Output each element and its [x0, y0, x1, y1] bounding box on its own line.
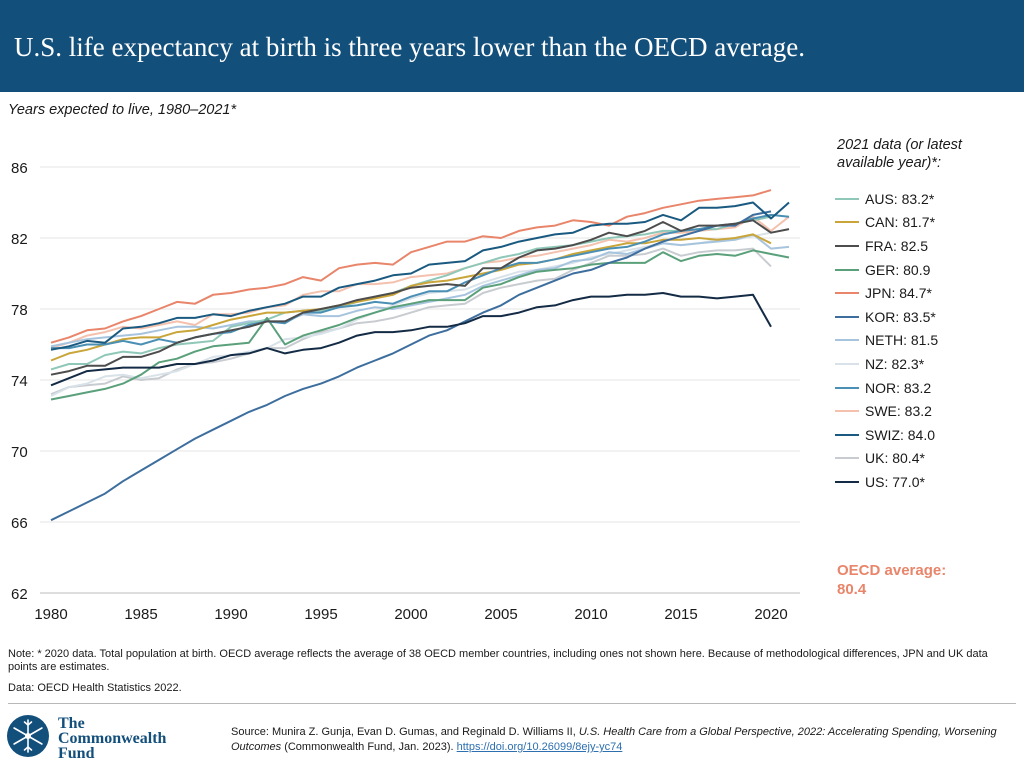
legend-item-swiz: SWIZ: 84.0	[835, 423, 938, 447]
series-lines	[50, 189, 790, 522]
legend-item-aus: AUS: 83.2*	[835, 187, 938, 211]
legend-title-line2: available year)*:	[837, 155, 941, 171]
x-tick-label-1980: 1980	[34, 606, 67, 623]
legend-label-swe: SWE: 83.2	[865, 403, 932, 420]
legend-label-nor: NOR: 83.2	[865, 379, 932, 396]
legend-label-swiz: SWIZ: 84.0	[865, 426, 936, 443]
x-tick-label-1995: 1995	[304, 606, 337, 623]
legend-swatch-can	[835, 221, 859, 224]
series-line-us	[50, 292, 772, 387]
series-line-swe	[50, 215, 790, 350]
legend-item-fra: FRA: 82.5	[835, 234, 938, 258]
x-tick-label-2010: 2010	[574, 606, 607, 623]
series-line-kor	[50, 210, 772, 522]
header-bar: U.S. life expectancy at birth is three y…	[0, 0, 1024, 92]
legend-title-line1: 2021 data (or latest	[837, 137, 962, 153]
series-line-swiz	[50, 201, 790, 351]
x-tick-label-2000: 2000	[394, 606, 427, 623]
legend-swatch-nor	[835, 386, 859, 389]
source-prefix: Source: Munira Z. Gunja, Evan D. Gumas, …	[231, 726, 579, 738]
series-line-neth	[50, 233, 790, 348]
commonwealth-fund-logo-text: The Commonwealth Fund	[58, 715, 167, 762]
legend-label-fra: FRA: 82.5	[865, 237, 929, 254]
series-line-uk	[50, 247, 772, 396]
series-line-nor	[51, 213, 790, 350]
legend-swatch-fra	[835, 244, 859, 247]
legend-item-nor: NOR: 83.2	[835, 376, 938, 400]
y-tick-label-62: 62	[11, 586, 28, 603]
footnote: Note: * 2020 data. Total population at b…	[8, 648, 988, 673]
y-tick-label-70: 70	[11, 444, 28, 461]
legend-label-neth: NETH: 81.5	[865, 332, 939, 349]
legend-item-can: CAN: 81.7*	[835, 211, 938, 235]
legend-swatch-swiz	[835, 433, 859, 436]
legend-label-uk: UK: 80.4*	[865, 450, 925, 467]
y-tick-label-78: 78	[11, 302, 28, 319]
legend-label-nz: NZ: 82.3*	[865, 355, 925, 372]
legend-swatch-uk	[835, 457, 859, 460]
series-line-can	[50, 233, 772, 362]
y-tick-label-66: 66	[11, 515, 28, 532]
x-tick-label-2005: 2005	[484, 606, 517, 623]
y-tick-label-82: 82	[11, 231, 28, 248]
logo-text-line3: Fund	[58, 745, 95, 762]
legend-item-neth: NETH: 81.5	[835, 329, 938, 353]
line-chart: 62 66 70 74 78 82 86 1980 1985 1990 1995 2000 2005 20…	[11, 160, 800, 623]
x-tick-label-1990: 1990	[214, 606, 247, 623]
page-title: U.S. life expectancy at birth is three y…	[14, 32, 805, 62]
legend-swatch-swe	[835, 410, 859, 413]
legend-label-jpn: JPN: 84.7*	[865, 285, 932, 302]
series-line-fra	[50, 219, 790, 376]
chart-subtitle: Years expected to live, 1980–2021*	[8, 102, 237, 118]
legend-swatch-jpn	[835, 292, 859, 295]
x-tick-label-2015: 2015	[664, 606, 697, 623]
legend-swatch-ger	[835, 268, 859, 271]
legend-label-kor: KOR: 83.5*	[865, 308, 936, 325]
legend-item-nz: NZ: 82.3*	[835, 352, 938, 376]
commonwealth-fund-logo-icon	[7, 715, 49, 757]
source-title: U.S. Health Care from a Global Perspecti…	[231, 726, 997, 753]
y-tick-label-86: 86	[11, 160, 28, 177]
footer-divider	[8, 703, 1016, 704]
source-doi-link[interactable]: https://doi.org/10.26099/8ejy-yc74	[456, 741, 623, 753]
data-source: Data: OECD Health Statistics 2022.	[8, 682, 182, 694]
legend-item-ger: GER: 80.9	[835, 258, 938, 282]
series-line-nz	[50, 231, 772, 397]
x-tick-label-1985: 1985	[124, 606, 157, 623]
legend-swatch-us	[835, 480, 859, 483]
x-tick-label-2020: 2020	[754, 606, 787, 623]
legend-swatch-nz	[835, 362, 859, 365]
oecd-average-value: 80.4	[837, 581, 867, 598]
series-line-ger	[50, 249, 790, 401]
oecd-average-label: OECD average:	[837, 562, 947, 579]
legend-item-us: US: 77.0*	[835, 470, 938, 494]
legend-swatch-aus	[835, 197, 859, 200]
legend-item-jpn: JPN: 84.7*	[835, 281, 938, 305]
logo-text-line1: The	[58, 715, 85, 732]
source-citation: Source: Munira Z. Gunja, Evan D. Gumas, …	[231, 725, 1021, 755]
legend: AUS: 83.2* CAN: 81.7* FRA: 82.5 GER: 80.9 JP…	[835, 187, 938, 494]
legend-swatch-neth	[835, 339, 859, 342]
legend-label-us: US: 77.0*	[865, 473, 925, 490]
legend-title: 2021 data (or latest available year)*:	[837, 136, 1017, 172]
legend-label-aus: AUS: 83.2*	[865, 190, 935, 207]
legend-label-can: CAN: 81.7*	[865, 214, 936, 231]
source-suffix: (Commonwealth Fund, Jan. 2023).	[281, 741, 457, 753]
series-line-jpn	[50, 189, 772, 344]
legend-item-swe: SWE: 83.2	[835, 399, 938, 423]
y-tick-label-74: 74	[11, 373, 28, 390]
legend-swatch-kor	[835, 315, 859, 318]
logo-text-line2: Commonwealth	[58, 730, 167, 747]
legend-label-ger: GER: 80.9	[865, 261, 931, 278]
legend-item-uk: UK: 80.4*	[835, 447, 938, 471]
legend-item-kor: KOR: 83.5*	[835, 305, 938, 329]
axis-ticks: 62 66 70 74 78 82 86 1980 1985 1990 1995 2000 2005 20…	[11, 160, 788, 623]
